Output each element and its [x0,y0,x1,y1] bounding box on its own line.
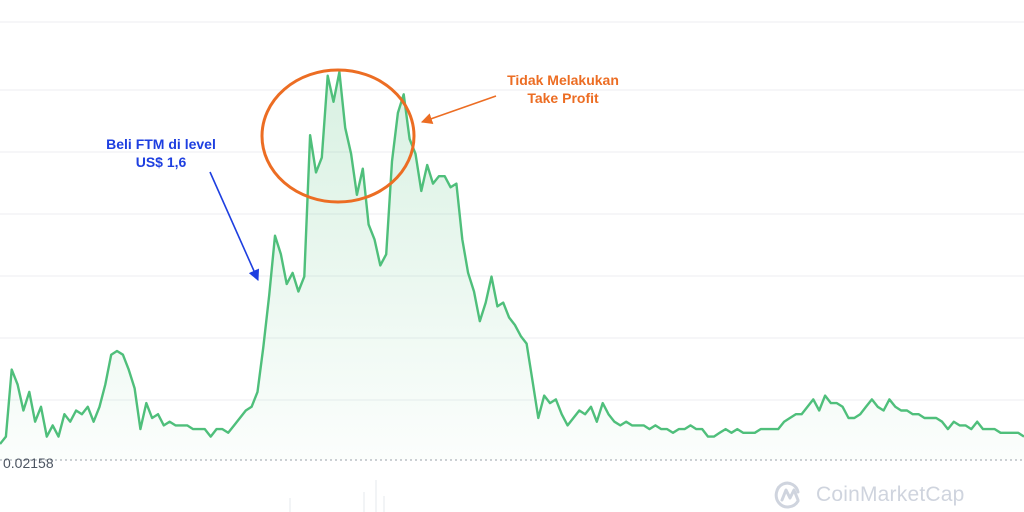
highlight-circle [260,68,416,204]
coinmarketcap-logo-icon [774,481,800,509]
blue-arrow [209,171,260,282]
annotation-no-take-profit: Tidak Melakukan Take Profit [507,72,619,106]
watermark-text: CoinMarketCap [816,483,965,506]
annotation-buy-level: Beli FTM di level US$ 1,6 [106,136,216,170]
price-line [0,70,1024,445]
orange-arrow [420,95,497,124]
price-area-fill [0,72,1024,460]
bottom-ticks [289,480,385,512]
coinmarketcap-watermark: CoinMarketCap [770,478,965,512]
baseline-value-label: 0.02158 [3,455,54,471]
